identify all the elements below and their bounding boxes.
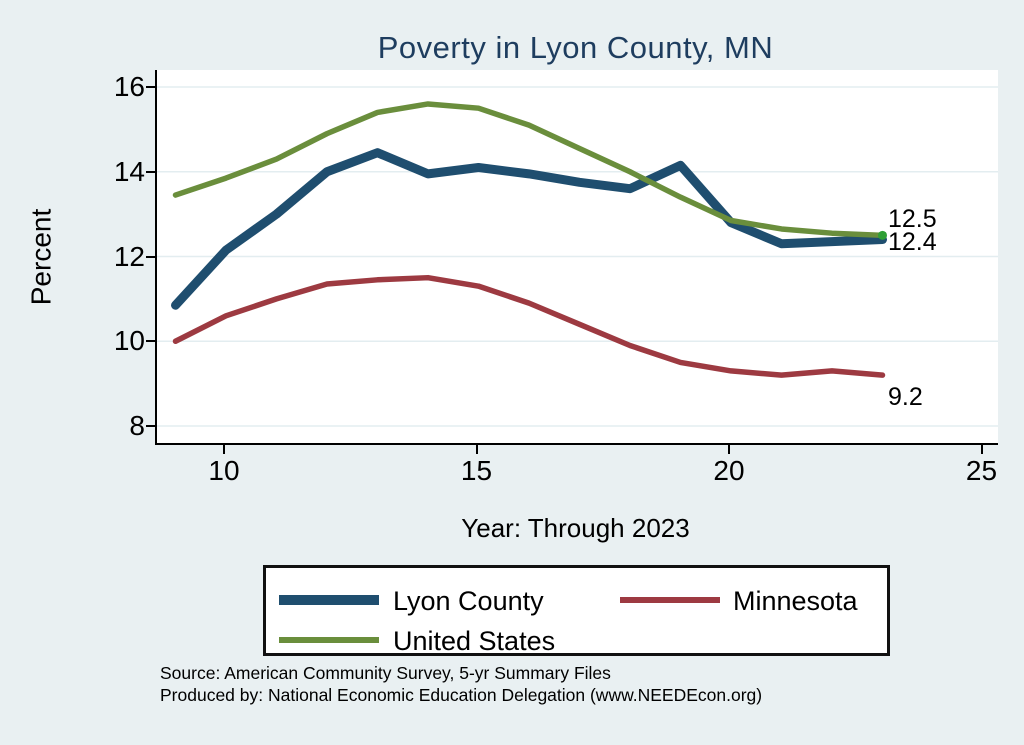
y-tick-label-8: 8	[129, 410, 145, 441]
legend: Lyon County Minnesota United States	[263, 565, 890, 656]
legend-swatch-lyon-county	[279, 595, 379, 605]
x-tick-mark-25	[980, 445, 983, 454]
plot-area: 12.5 12.4 9.2	[155, 70, 998, 445]
y-tick-mark-12	[146, 255, 155, 258]
x-tick-mark-15	[475, 445, 478, 454]
x-axis-title: Year: Through 2023	[461, 513, 690, 543]
end-label-united-states: 12.5	[888, 205, 937, 233]
legend-swatch-united-states	[279, 637, 379, 643]
y-tick-mark-10	[146, 340, 155, 343]
legend-swatch-minnesota	[620, 597, 720, 603]
y-tick-mark-14	[146, 170, 155, 173]
y-tick-mark-16	[146, 86, 155, 88]
source-line-1: Source: American Community Survey, 5-yr …	[160, 663, 611, 683]
series-line-minnesota	[172, 274, 886, 378]
y-tick-label-14: 14	[113, 155, 145, 187]
source-note: Source: American Community Survey, 5-yr …	[160, 662, 762, 706]
line-chart	[157, 86, 998, 427]
series-line-lyon-county	[171, 148, 887, 310]
legend-label-lyon-county: Lyon County	[393, 586, 544, 616]
y-tick-label-16: 16	[113, 71, 145, 102]
x-tick-label-15: 15	[460, 455, 493, 486]
x-tick-mark-10	[223, 445, 225, 454]
x-tick-label-20: 20	[713, 455, 745, 486]
x-tick-mark-20	[728, 445, 730, 454]
y-tick-label-10: 10	[113, 325, 145, 357]
end-label-lyon-county: 12.4	[888, 228, 937, 256]
x-tick-label-25: 25	[965, 455, 998, 486]
y-tick-label-12: 12	[113, 240, 145, 272]
source-line-2: Produced by: National Economic Education…	[160, 685, 763, 705]
legend-label-united-states: United States	[393, 626, 556, 656]
y-tick-mark-8	[146, 425, 155, 427]
x-tick-label-10: 10	[208, 455, 240, 486]
end-label-minnesota: 9.2	[888, 383, 923, 411]
legend-label-minnesota: Minnesota	[733, 586, 858, 616]
end-point-marker	[878, 230, 887, 240]
series-line-united-states	[172, 101, 886, 239]
chart-title: Poverty in Lyon County, MN	[377, 30, 774, 65]
